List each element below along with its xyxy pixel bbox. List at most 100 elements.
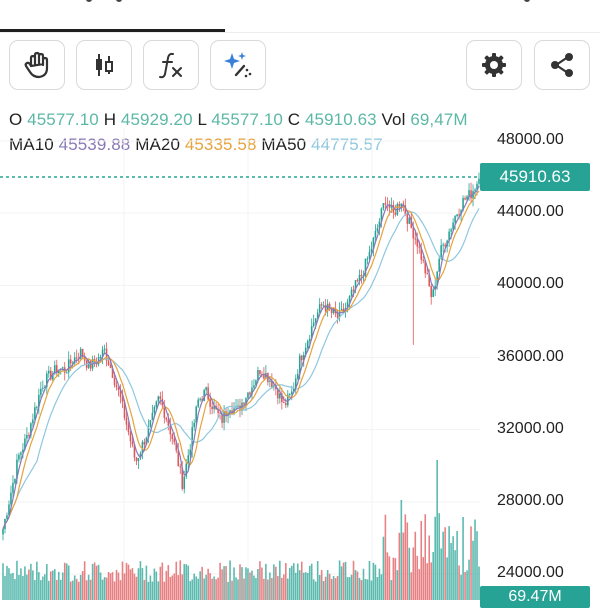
candle-body xyxy=(237,405,239,407)
volume-bar xyxy=(155,571,158,600)
candle-body xyxy=(296,373,299,379)
volume-bar xyxy=(281,577,283,600)
candle-body xyxy=(119,389,122,398)
volume-bar xyxy=(257,568,259,600)
volume-bar xyxy=(10,573,12,600)
tab-fragment-dot xyxy=(524,0,530,2)
candle-body xyxy=(279,393,281,399)
candle-body xyxy=(330,309,333,314)
candle-body xyxy=(440,245,442,259)
volume-bar xyxy=(468,559,470,600)
volume-bar xyxy=(285,563,287,600)
volume-bar xyxy=(73,575,76,600)
candle-body xyxy=(95,362,98,365)
volume-bar xyxy=(277,575,279,600)
volume-bar xyxy=(117,572,120,600)
volume-bar xyxy=(376,577,379,600)
candle-body xyxy=(173,438,176,443)
volume-bar xyxy=(6,565,8,600)
candle-body xyxy=(368,251,371,259)
volume-bars xyxy=(2,460,480,600)
low-value: 45577.10 xyxy=(211,110,283,129)
candle-body xyxy=(157,396,160,402)
volume-bar xyxy=(36,561,38,600)
candle-body xyxy=(428,273,431,287)
volume-bar xyxy=(239,564,241,600)
volume-bar xyxy=(181,574,184,600)
candle-body xyxy=(231,410,233,413)
candle-body xyxy=(346,301,349,309)
candle-body xyxy=(259,370,261,375)
candle-body xyxy=(185,463,188,477)
volume-bar xyxy=(145,565,148,600)
candle-body xyxy=(362,275,365,277)
candle-body xyxy=(285,402,287,406)
indicators-button[interactable] xyxy=(143,40,199,90)
volume-bar xyxy=(263,578,265,600)
candle-body xyxy=(245,398,247,405)
candle-body xyxy=(243,402,245,405)
drawing-tools-button[interactable] xyxy=(210,40,266,90)
chart-type-button[interactable] xyxy=(76,40,132,90)
candle-body xyxy=(233,408,235,413)
volume-bar xyxy=(273,564,275,600)
volume-bar xyxy=(191,579,193,600)
volume-bar xyxy=(394,558,397,600)
volume-bar xyxy=(247,568,249,600)
candle-body xyxy=(179,466,182,468)
volume-bar xyxy=(328,573,331,600)
active-tab-indicator xyxy=(0,29,225,32)
candle-body xyxy=(209,399,211,407)
volume-bar xyxy=(157,581,160,600)
volume-bar xyxy=(119,580,122,600)
volume-bar xyxy=(450,543,452,600)
candle-body xyxy=(434,285,436,290)
volume-bar xyxy=(428,535,431,600)
candle-body xyxy=(191,427,193,450)
volume-bar xyxy=(8,568,10,600)
open-value: 45577.10 xyxy=(27,110,99,129)
volume-bar xyxy=(320,570,323,600)
candle-body xyxy=(388,204,391,208)
candle-body xyxy=(396,204,399,215)
volume-bar xyxy=(426,563,429,600)
candle-body xyxy=(432,289,434,298)
candle-body xyxy=(151,412,154,421)
volume-bar xyxy=(432,552,434,600)
volume-bar xyxy=(456,531,458,600)
hand-pan-button[interactable] xyxy=(9,40,65,90)
settings-button[interactable] xyxy=(466,40,522,90)
candle-body xyxy=(438,258,440,272)
candle-body xyxy=(294,378,297,388)
high-label: H xyxy=(103,110,117,129)
candle-body xyxy=(81,348,84,357)
candle-body xyxy=(255,380,257,386)
volume-bar xyxy=(225,566,227,600)
volume-bar xyxy=(322,580,325,600)
candle-body xyxy=(382,203,385,209)
candle-body xyxy=(109,365,112,368)
volume-bar xyxy=(442,531,444,600)
volume-value: 69,47M xyxy=(410,110,468,129)
ma50-label: MA50 xyxy=(261,135,307,154)
volume-bar xyxy=(446,557,448,600)
candle-body xyxy=(59,368,62,370)
y-tick-label: 36000.00 xyxy=(497,347,564,365)
volume-bar xyxy=(109,573,112,600)
volume-bar xyxy=(350,574,353,600)
volume-bar xyxy=(251,570,253,600)
candle-body xyxy=(26,435,28,439)
candle-body xyxy=(215,406,217,410)
candle-body xyxy=(147,426,150,438)
candle-body xyxy=(2,529,4,535)
candle-body xyxy=(420,247,423,260)
candle-body xyxy=(394,212,397,215)
candle-body xyxy=(101,349,104,357)
candle-body xyxy=(312,322,315,327)
share-button[interactable] xyxy=(534,40,590,90)
volume-bar xyxy=(201,566,203,600)
open-label: O xyxy=(9,110,23,129)
volume-bar xyxy=(163,581,166,600)
volume-bar xyxy=(159,566,162,600)
volume-bar xyxy=(378,568,381,600)
